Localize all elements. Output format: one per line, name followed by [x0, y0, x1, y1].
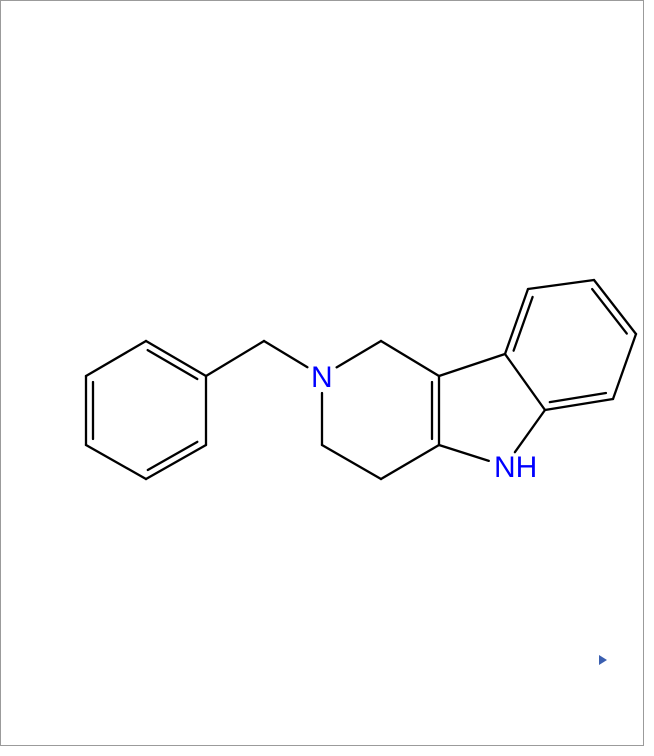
atom-label: N	[311, 363, 333, 393]
figure-canvas: N NH	[0, 0, 654, 756]
atom-label: NH	[494, 453, 537, 483]
play-arrow-icon	[599, 655, 607, 665]
